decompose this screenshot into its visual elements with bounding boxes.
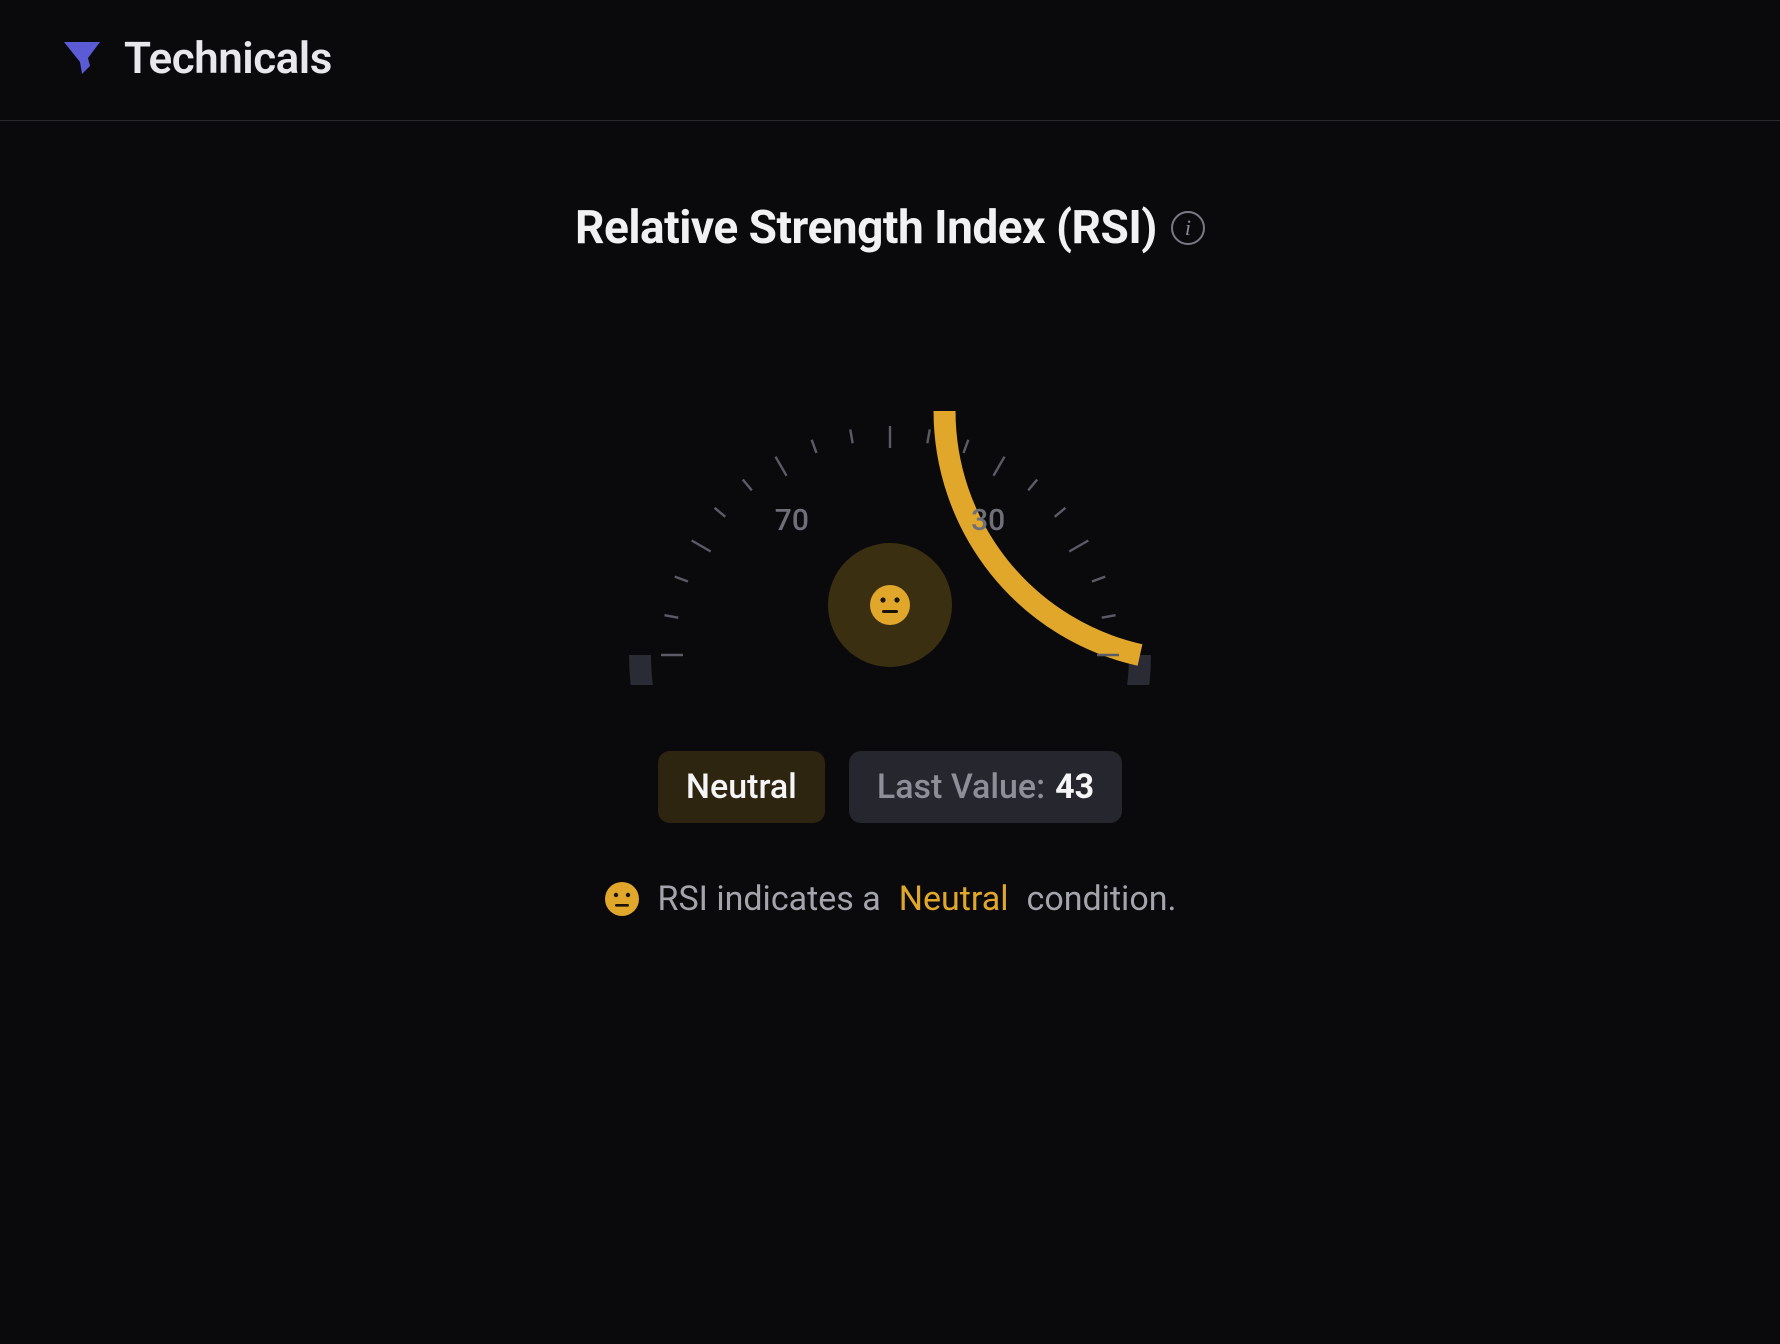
header-title: Technicals: [124, 32, 332, 84]
status-label: Neutral: [686, 767, 797, 807]
svg-text:70: 70: [775, 503, 809, 538]
summary-line: RSI indicates a Neutral condition.: [604, 879, 1177, 919]
status-badge: Neutral: [658, 751, 825, 823]
summary-highlight: Neutral: [899, 879, 1009, 919]
svg-text:30: 30: [971, 503, 1005, 538]
rsi-panel: Relative Strength Index (RSI) i 30 70 Neu…: [0, 121, 1780, 959]
value-badge: Last Value: 43: [849, 751, 1122, 823]
badges-row: Neutral Last Value: 43: [658, 751, 1122, 823]
summary-prefix: RSI indicates a: [658, 879, 881, 919]
summary-suffix: condition.: [1027, 879, 1177, 919]
info-icon[interactable]: i: [1171, 211, 1205, 245]
rsi-gauge: 30 70: [590, 345, 1190, 685]
value-prefix: Last Value:: [877, 767, 1045, 807]
header: Technicals: [0, 0, 1780, 120]
technicals-icon: [60, 36, 104, 80]
value-number: 43: [1055, 767, 1094, 807]
neutral-face-icon: [604, 881, 640, 917]
chart-title: Relative Strength Index (RSI): [575, 201, 1157, 255]
chart-title-row: Relative Strength Index (RSI) i: [575, 201, 1205, 255]
